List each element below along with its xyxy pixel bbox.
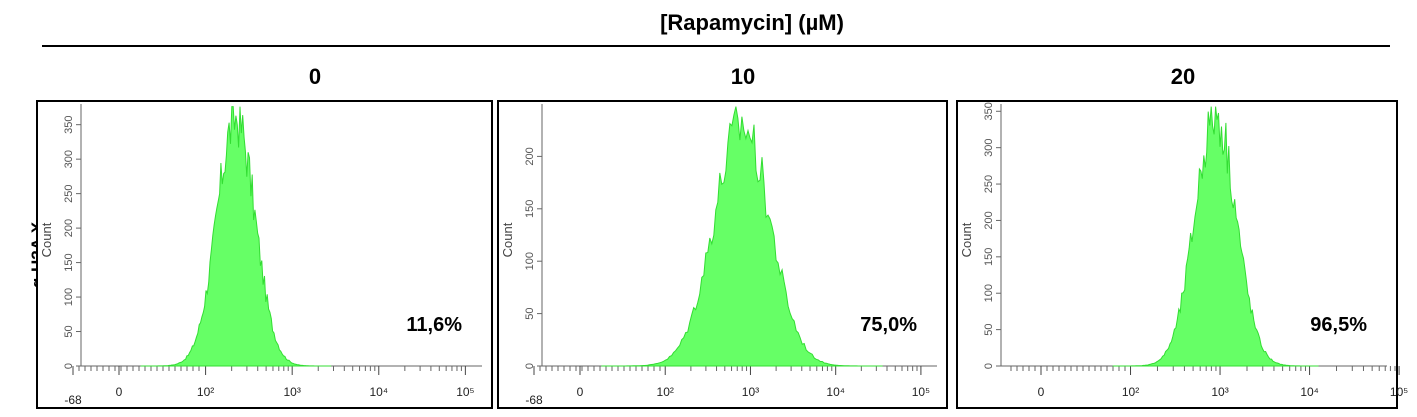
percent-annotation: 96,5% bbox=[1310, 314, 1367, 336]
x-tick-label: 10⁵ bbox=[456, 385, 474, 399]
y-tick-label: 100 bbox=[524, 252, 536, 270]
y-tick-label: 250 bbox=[63, 184, 75, 202]
y-axis-label: Count bbox=[959, 222, 974, 257]
y-tick-label: 50 bbox=[983, 323, 995, 335]
y-axis-label: Count bbox=[39, 222, 54, 257]
x-tick-label: 10⁴ bbox=[1300, 385, 1319, 399]
percent-annotation: 11,6% bbox=[406, 314, 462, 336]
x-tick-label: 0 bbox=[577, 385, 584, 399]
histogram-area bbox=[140, 106, 332, 367]
y-tick-label: 100 bbox=[63, 288, 75, 306]
y-tick-label: 350 bbox=[983, 102, 995, 120]
x-tick-label: 10³ bbox=[284, 385, 301, 399]
histogram-area bbox=[601, 106, 883, 367]
x-tick-label: 10² bbox=[1122, 385, 1139, 399]
y-tick-label: 50 bbox=[524, 307, 536, 319]
panel-title: 10 bbox=[731, 64, 755, 89]
y-tick-label: 200 bbox=[63, 219, 75, 237]
y-tick-label: 50 bbox=[63, 325, 75, 337]
x-tick-label: 10⁵ bbox=[1390, 385, 1408, 399]
y-tick-label: 300 bbox=[63, 150, 75, 168]
y-tick-label: 200 bbox=[524, 147, 536, 165]
y-tick-label: 200 bbox=[983, 211, 995, 229]
x-tick-label: 10⁴ bbox=[826, 385, 845, 399]
y-tick-label: 150 bbox=[524, 200, 536, 218]
figure-header: [Rapamycin] (µM) bbox=[660, 10, 844, 35]
y-tick-label: 150 bbox=[983, 248, 995, 266]
x-tick-label: 10⁵ bbox=[912, 385, 930, 399]
x-tick-label: 0 bbox=[1038, 385, 1045, 399]
y-tick-label: 350 bbox=[63, 116, 75, 134]
percent-annotation: 75,0% bbox=[860, 314, 917, 336]
histogram-panel: 0 0 50 100 150 200 250 300 350 Count -68 0 10² 10³ 10⁴… bbox=[36, 64, 493, 409]
x-tick-label: -68 bbox=[64, 393, 82, 407]
y-tick-label: 250 bbox=[983, 175, 995, 193]
histogram-area bbox=[1112, 106, 1319, 367]
x-tick-label: 10² bbox=[197, 385, 214, 399]
y-axis-label: Count bbox=[500, 222, 515, 257]
y-tick-label: 300 bbox=[983, 138, 995, 156]
y-tick-label: 100 bbox=[983, 284, 995, 302]
x-tick-label: 10³ bbox=[1211, 385, 1228, 399]
x-tick-label: 10⁴ bbox=[370, 385, 389, 399]
y-tick-label: 0 bbox=[63, 363, 75, 369]
x-tick-label: 10³ bbox=[742, 385, 759, 399]
panel-title: 0 bbox=[309, 64, 321, 89]
y-tick-label: 0 bbox=[983, 363, 995, 369]
y-tick-label: 0 bbox=[524, 363, 536, 369]
panel-title: 20 bbox=[1171, 64, 1195, 89]
x-tick-label: 10² bbox=[657, 385, 674, 399]
y-tick-label: 150 bbox=[63, 253, 75, 271]
x-tick-label: -68 bbox=[525, 393, 543, 407]
x-tick-label: 0 bbox=[116, 385, 123, 399]
